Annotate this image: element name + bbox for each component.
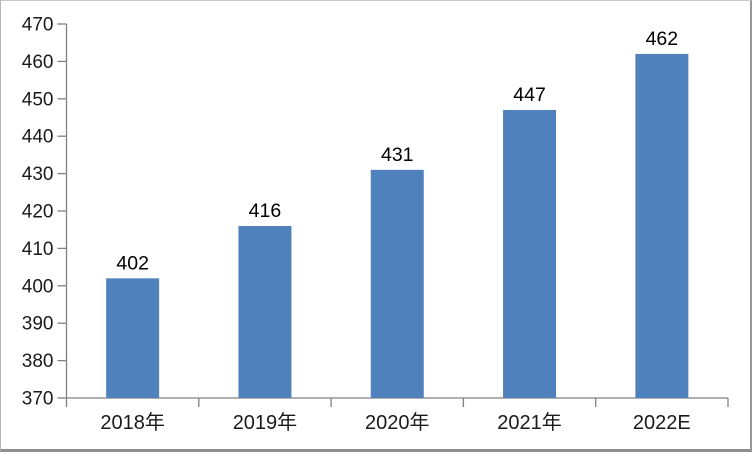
- x-category-label: 2019年: [233, 411, 298, 434]
- y-tick-label: 380: [22, 351, 54, 372]
- y-tick-label: 450: [22, 89, 54, 110]
- bar: [106, 278, 160, 398]
- bar-value-label: 416: [249, 200, 282, 222]
- plot-area: 370 380 390 400 410 420 430 440 450 460 470 402 2018…: [22, 15, 729, 434]
- y-tick-label: 430: [22, 164, 54, 185]
- bar-value-label: 431: [381, 144, 414, 166]
- y-tick-label: 410: [22, 239, 54, 260]
- x-category-label: 2018年: [100, 411, 165, 434]
- y-tick-label: 440: [22, 127, 54, 148]
- y-tick-label: 420: [22, 202, 54, 223]
- bar: [503, 110, 557, 399]
- bar: [370, 169, 424, 398]
- y-tick-label: 390: [22, 314, 54, 335]
- x-category-label: 2020年: [365, 411, 430, 434]
- y-tick-label: 400: [22, 276, 54, 297]
- x-category-label: 2021年: [497, 411, 562, 434]
- bar-value-label: 402: [116, 252, 149, 274]
- bar: [238, 225, 292, 398]
- y-tick-label: 370: [22, 389, 54, 410]
- y-tick-label: 470: [22, 15, 54, 36]
- bar-value-label: 447: [513, 84, 546, 106]
- x-category-label: 2022E: [633, 412, 691, 434]
- bar-value-label: 462: [646, 28, 679, 50]
- y-tick-label: 460: [22, 52, 54, 73]
- bar: [635, 53, 689, 399]
